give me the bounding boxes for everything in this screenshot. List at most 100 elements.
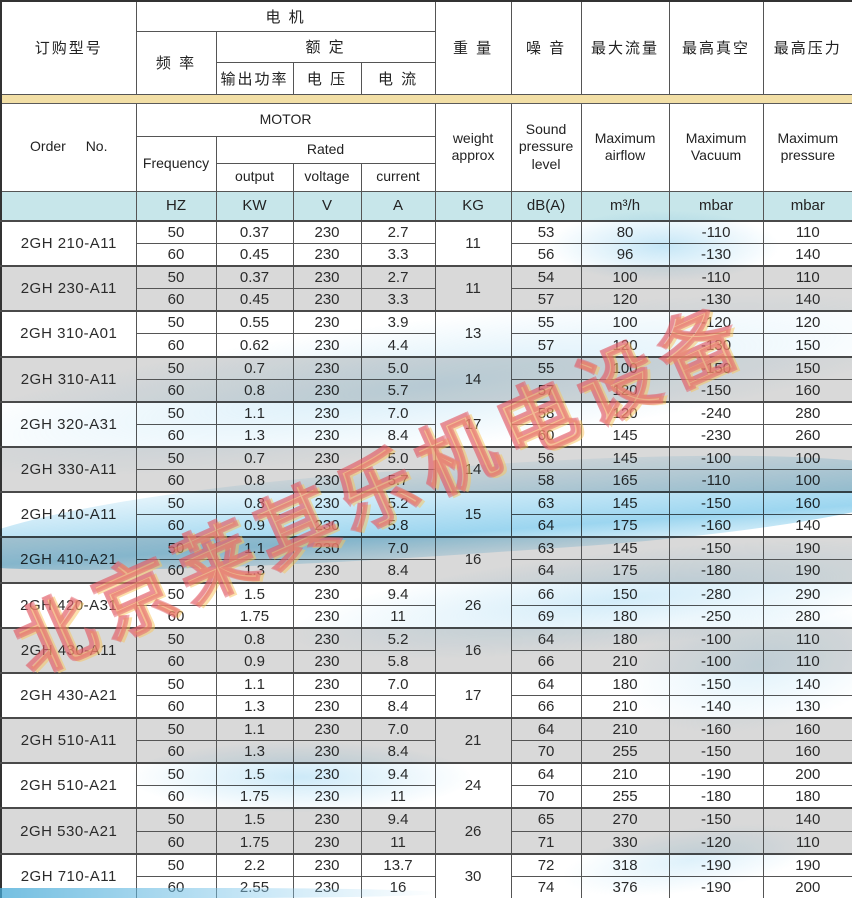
model-cell: 2GH 510-A21 [0, 762, 137, 809]
vac-value: -120 [668, 830, 764, 855]
header-weight-en: weight approx [434, 102, 512, 192]
table-row: 60 0.45 230 3.3 57 120 -130 140 [1, 288, 852, 312]
table-row: 2GH 530-A21 50 1.5 230 9.4 26 65 270 -150 140 [0, 807, 852, 855]
hz-value: 50 [135, 626, 217, 651]
v-value: 230 [292, 469, 362, 493]
table-row: 60 0.62 230 4.4 57 120 -130 150 [1, 333, 852, 358]
weight-cell: 21 [434, 717, 512, 764]
db-value: 64 [510, 626, 582, 651]
hz-value: 50 [135, 491, 217, 516]
db-value: 66 [510, 649, 582, 674]
table-row: 2GH 320-A31 50 1.1 230 7.0 17 58 120 -240 280 [0, 400, 852, 448]
press-value: 160 [762, 717, 852, 742]
vac-value: -190 [668, 875, 764, 898]
kw-value: 0.37 [215, 220, 294, 245]
v-value: 230 [292, 265, 362, 290]
vac-value: -150 [668, 491, 764, 516]
db-value: 66 [510, 694, 582, 719]
flow-value: 180 [580, 671, 670, 696]
weight-cell: 30 [434, 852, 512, 898]
flow-value: 210 [580, 694, 670, 719]
db-value: 65 [510, 807, 582, 832]
vac-value: -140 [668, 694, 764, 719]
flow-value: 165 [580, 469, 670, 493]
hz-value: 60 [135, 830, 217, 855]
v-value: 230 [292, 378, 362, 403]
header-vacuum-en: Maximum Vacuum [668, 102, 764, 192]
press-value: 160 [762, 491, 852, 516]
vac-value: -180 [668, 785, 764, 809]
header-rated-en: Rated [215, 135, 436, 164]
model-cell: 2GH 420-A31 [0, 581, 137, 629]
kw-value: 0.8 [215, 491, 294, 516]
a-value: 5.0 [360, 445, 436, 471]
db-value: 71 [510, 830, 582, 855]
unit-blank [0, 190, 137, 222]
a-value: 2.7 [360, 220, 436, 245]
weight-cell: 17 [434, 400, 512, 448]
vac-value: -240 [668, 400, 764, 425]
vac-value: -100 [668, 445, 764, 471]
flow-value: 210 [580, 762, 670, 787]
weight-cell: 24 [434, 762, 512, 809]
vac-value: -190 [668, 762, 764, 787]
v-value: 230 [292, 649, 362, 674]
vac-value: -180 [668, 559, 764, 583]
db-value: 64 [510, 514, 582, 538]
press-value: 110 [762, 220, 852, 245]
table-row: 2GH 430-A21 50 1.1 230 7.0 17 64 180 -150 140 [0, 671, 852, 719]
v-value: 230 [292, 785, 362, 809]
db-value: 64 [510, 559, 582, 583]
unit-a: A [360, 190, 436, 222]
flow-value: 175 [580, 559, 670, 583]
header-output-en: output [215, 162, 294, 192]
a-value: 5.8 [360, 514, 436, 538]
weight-cell: 17 [434, 671, 512, 719]
header-weight-cn: 重 量 [434, 0, 512, 95]
table-row: 2GH 420-A31 50 1.5 230 9.4 26 66 150 -280 290 [0, 581, 852, 629]
db-value: 58 [510, 469, 582, 493]
a-value: 7.0 [360, 400, 436, 425]
db-value: 64 [510, 762, 582, 787]
hz-value: 60 [135, 875, 217, 898]
kw-value: 1.3 [215, 740, 294, 764]
flow-value: 180 [580, 604, 670, 629]
db-value: 74 [510, 875, 582, 898]
hz-value: 50 [135, 310, 217, 335]
kw-value: 1.5 [215, 762, 294, 787]
db-value: 70 [510, 785, 582, 809]
flow-value: 145 [580, 491, 670, 516]
header-noise-cn: 噪 音 [510, 0, 582, 95]
kw-value: 2.2 [215, 852, 294, 877]
press-value: 140 [762, 288, 852, 312]
press-value: 160 [762, 740, 852, 764]
kw-value: 1.5 [215, 807, 294, 832]
press-value: 110 [762, 626, 852, 651]
db-value: 58 [510, 400, 582, 425]
header-motor-cn: 电 机 [135, 0, 436, 32]
header-motor-en: MOTOR [135, 102, 436, 137]
header-frequency-cn: 频 率 [135, 30, 217, 95]
vac-value: -120 [668, 310, 764, 335]
a-value: 13.7 [360, 852, 436, 877]
a-value: 11 [360, 785, 436, 809]
hz-value: 60 [135, 740, 217, 764]
v-value: 230 [292, 491, 362, 516]
db-value: 57 [510, 333, 582, 358]
kw-value: 1.75 [215, 830, 294, 855]
v-value: 230 [292, 333, 362, 358]
a-value: 5.2 [360, 491, 436, 516]
model-cell: 2GH 310-A11 [0, 355, 137, 403]
v-value: 230 [292, 220, 362, 245]
model-cell: 2GH 510-A11 [0, 717, 137, 764]
press-value: 110 [762, 265, 852, 290]
table-header: 订购型号 电 机 重 量 噪 音 最大流量 最高真空 最高压力 频 率 额 定 … [0, 0, 852, 222]
press-value: 140 [762, 807, 852, 832]
unit-kg: KG [434, 190, 512, 222]
header-airflow-en: Maximum airflow [580, 102, 670, 192]
kw-value: 1.1 [215, 536, 294, 561]
table-row: 60 0.9 230 5.8 66 210 -100 110 [1, 649, 852, 674]
press-value: 200 [762, 875, 852, 898]
a-value: 5.7 [360, 469, 436, 493]
